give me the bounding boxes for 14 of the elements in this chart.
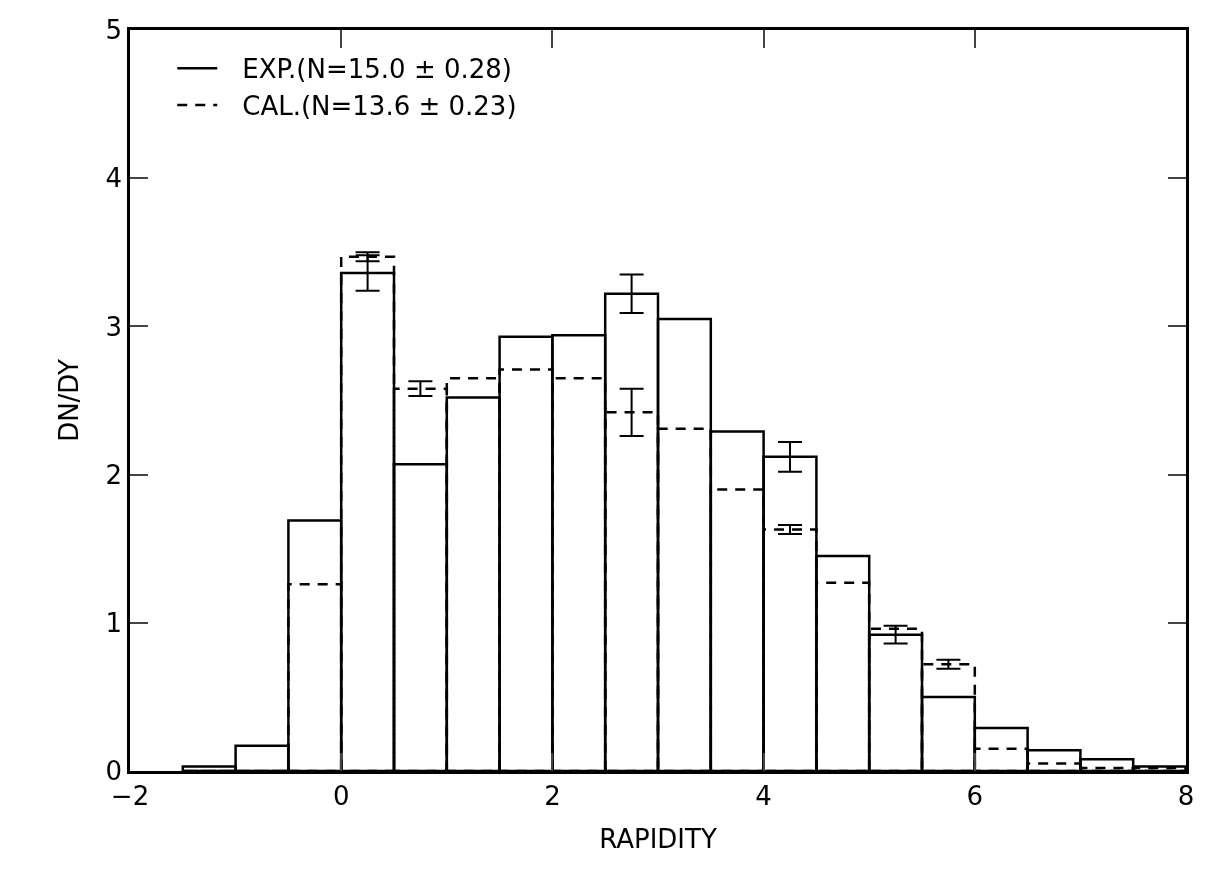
legend-label: EXP.(N=15.0 ± 0.28): [242, 54, 512, 85]
y-tick-label: 2: [105, 459, 123, 490]
y-tick-label: 4: [105, 163, 123, 194]
x-tick-label: 0: [332, 780, 350, 811]
legend-label: CAL.(N=13.6 ± 0.23): [242, 91, 517, 122]
y-tick-label: 1: [105, 607, 123, 638]
y-axis-title: DN/DY: [53, 359, 84, 442]
x-tick-label: 6: [966, 780, 984, 811]
y-tick-label: 5: [105, 15, 123, 46]
y-tick-label: 3: [105, 311, 123, 342]
x-tick-label: 2: [544, 780, 561, 811]
x-tick-label: 8: [1177, 780, 1195, 811]
x-tick-label: 4: [755, 780, 772, 811]
x-axis-title: RAPIDITY: [599, 823, 717, 854]
